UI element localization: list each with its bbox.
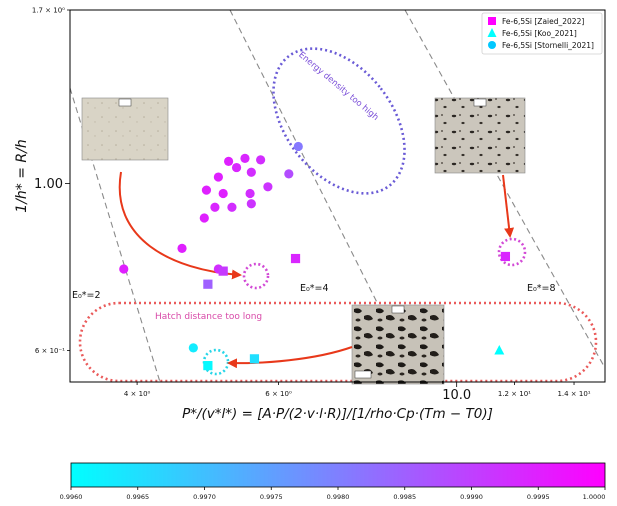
data-point-circle <box>210 202 220 212</box>
data-point-circle <box>213 172 223 182</box>
colorbar-tick-label: 1.0000 <box>583 493 606 501</box>
iso-line-label: E₀*=8 <box>527 283 556 294</box>
data-point-circle <box>218 188 228 199</box>
legend-box <box>481 12 603 55</box>
data-point-circle <box>231 162 242 173</box>
data-point-circle <box>224 156 234 166</box>
colorbar-tick-label: 0.9990 <box>460 493 483 501</box>
colorbar-gradient <box>70 462 606 488</box>
legend-square-marker <box>488 17 496 25</box>
legend-label: Fe-6,5Si [Stornelli_2021] <box>502 41 594 50</box>
scale-bar-box <box>473 98 487 107</box>
arrow-top-right-inset <box>502 174 515 238</box>
plot-area <box>70 10 605 382</box>
data-point-square <box>218 266 228 276</box>
data-point-circle <box>263 182 273 192</box>
data-point-circle <box>240 153 250 163</box>
legend-entry: Fe-6,5Si [Stornelli_2021] <box>488 41 594 50</box>
data-point-square <box>203 279 213 289</box>
data-point-square <box>500 251 511 262</box>
data-point-circle <box>256 155 266 165</box>
micrograph-image <box>434 97 526 174</box>
legend-triangle-marker <box>487 28 497 37</box>
plot-frame <box>69 9 606 383</box>
micrograph-inset-top-right <box>434 97 526 174</box>
data-point-circle <box>177 243 187 254</box>
data-point-circle <box>284 169 294 179</box>
colorbar-tick-label: 0.9960 <box>60 493 83 501</box>
x-tick-label: 1.2 × 10¹ <box>498 390 531 398</box>
data-point-triangle <box>494 345 505 355</box>
colorbar-tick-label: 0.9980 <box>327 493 350 501</box>
y-axis-title: 1/h* = R/h <box>14 139 30 212</box>
colorbar-tick-label: 0.9985 <box>393 493 416 501</box>
colorbar-tick-label: 0.9975 <box>260 493 283 501</box>
plot-background <box>70 10 605 382</box>
scale-bar-box <box>354 370 372 379</box>
legend-label: Fe-6,5Si [Zaied_2022] <box>502 17 584 26</box>
micrograph-inset-top-left <box>81 97 169 161</box>
scale-bar-box <box>391 305 405 314</box>
colorbar-tick-label: 0.9965 <box>126 493 149 501</box>
x-tick-label: 10.0 <box>442 388 471 403</box>
legend: Fe-6,5Si [Zaied_2022] Fe-6,5Si [Koo_2021]… <box>481 12 603 55</box>
y-tick-label: 1.7 × 10⁰ <box>32 7 65 15</box>
legend-label: Fe-6,5Si [Koo_2021] <box>502 29 577 38</box>
highlight-circle-mid <box>242 262 270 290</box>
x-tick-label: 1.4 × 10¹ <box>557 390 590 398</box>
data-point-circle <box>293 141 303 152</box>
hatch-distance-label: Hatch distance too long <box>155 312 262 322</box>
data-point-square <box>290 253 301 264</box>
legend-entry: Fe-6,5Si [Zaied_2022] <box>488 17 584 26</box>
micrograph-inset-bottom <box>351 304 445 385</box>
x-axis-title: P*/(v*l*) = [A·P/(2·v·l·R)]/[1/rho·Cp·(T… <box>182 406 493 422</box>
data-points <box>119 141 511 371</box>
data-point-circle <box>188 343 198 353</box>
y-tick-label: 6 × 10⁻¹ <box>35 347 65 355</box>
data-point-square <box>203 361 213 371</box>
data-point-circle <box>246 199 256 209</box>
highlight-circle-right <box>497 237 527 267</box>
x-tick-label: 6 × 10⁰ <box>265 390 292 398</box>
x-tick-label: 4 × 10⁰ <box>124 390 151 398</box>
data-point-square <box>249 354 260 364</box>
data-point-circle <box>199 213 209 223</box>
scale-bar-box <box>118 98 132 107</box>
data-point-circle <box>245 188 255 199</box>
iso-line-label: E₀*=2 <box>72 290 101 301</box>
arrow-bottom-inset <box>227 346 353 369</box>
y-tick-label: 1.00 <box>34 177 63 192</box>
data-point-circle <box>119 264 129 274</box>
legend-circle-marker <box>488 41 496 49</box>
axes: 4 × 10⁰ 6 × 10⁰ 10.0 1.2 × 10¹ 1.4 × 10¹ 1.00… <box>14 7 606 422</box>
data-point-circle <box>227 202 237 212</box>
legend-entry: Fe-6,5Si [Koo_2021] <box>487 28 577 38</box>
colorbar-tick-label: 0.9970 <box>193 493 216 501</box>
iso-line-label: E₀*=4 <box>300 283 329 294</box>
colorbar-tick-label: 0.9995 <box>527 493 550 501</box>
data-point-circle <box>201 185 212 195</box>
micrograph-image <box>81 97 169 161</box>
data-point-circle <box>246 167 256 177</box>
